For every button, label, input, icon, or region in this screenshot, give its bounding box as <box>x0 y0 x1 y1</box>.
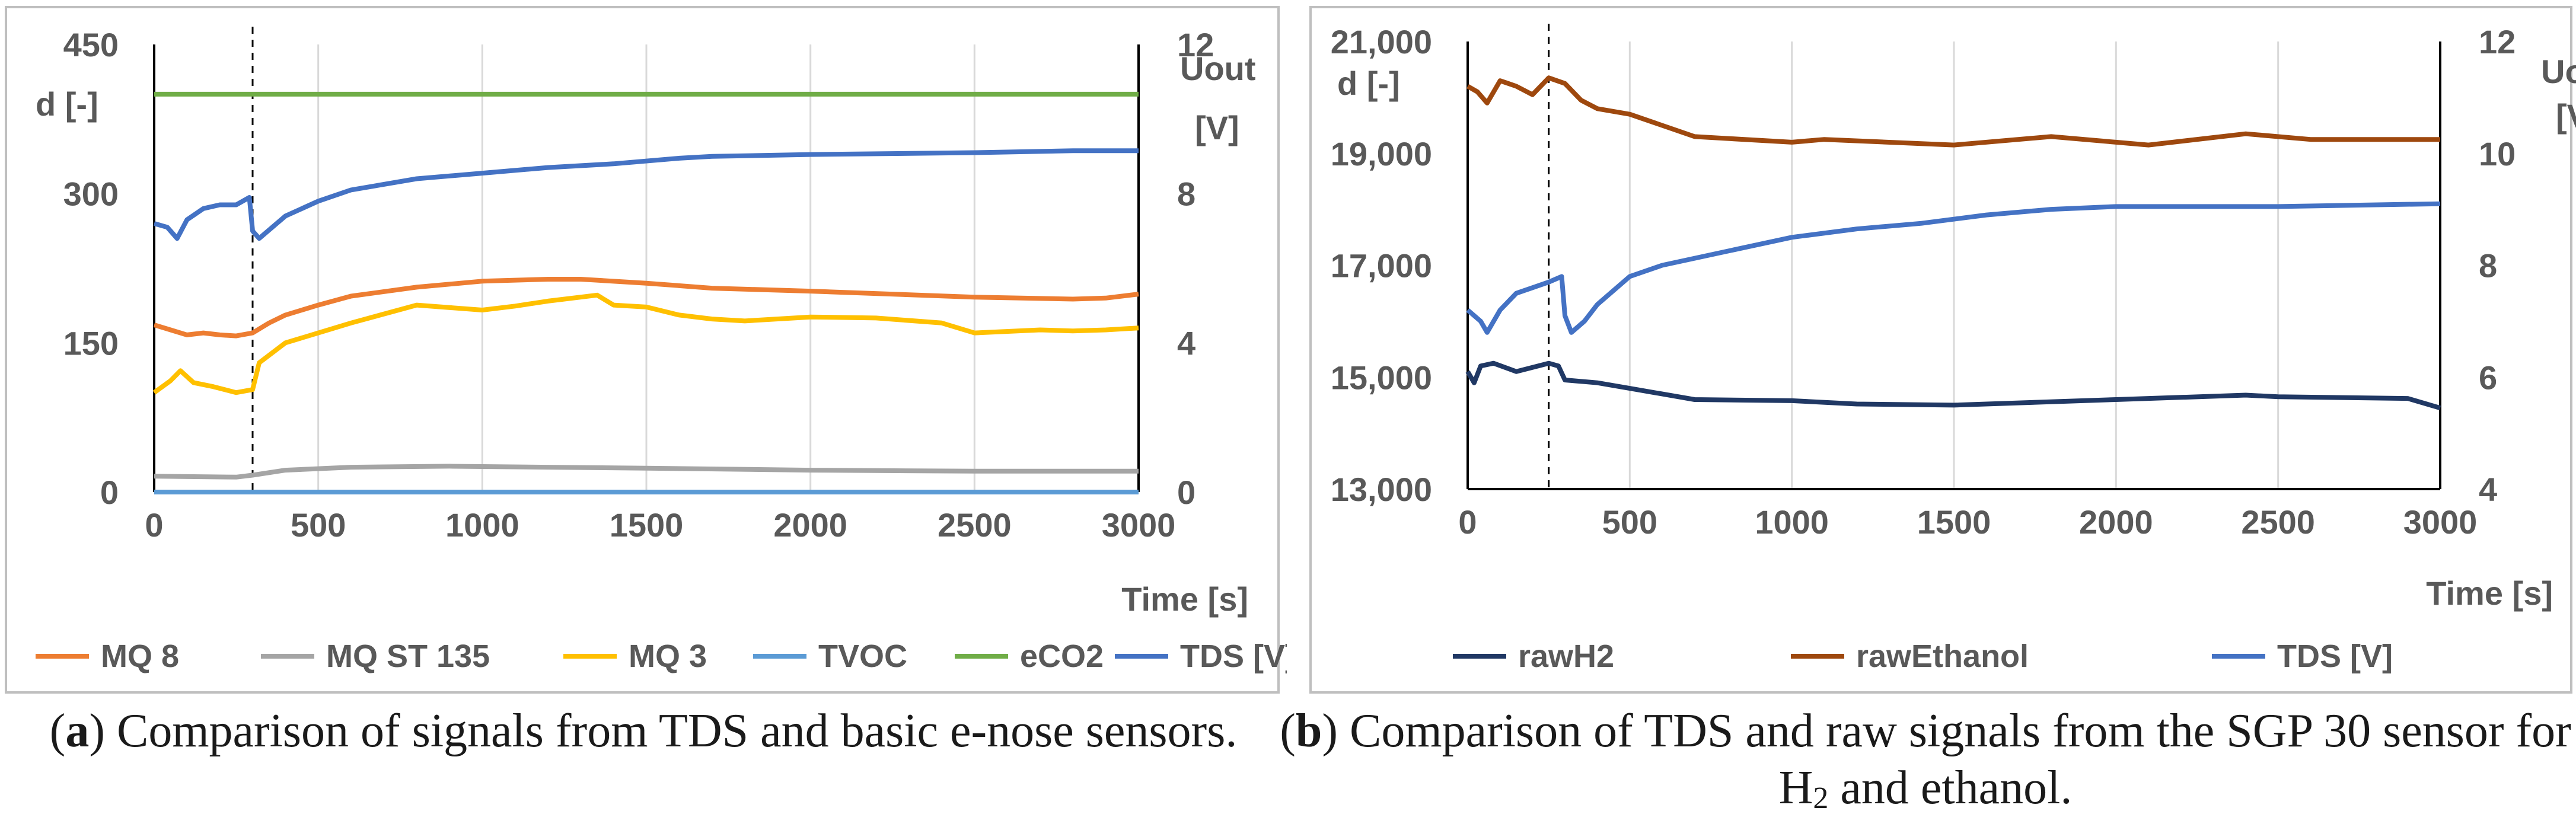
caption-a: (a) Comparison of signals from TDS and b… <box>49 705 1238 757</box>
y-tick-label: 15,000 <box>1331 359 1432 396</box>
caption-a-text: Comparison of signals from TDS and basic… <box>116 705 1238 757</box>
legend-label: TVOC <box>818 638 907 674</box>
series-line <box>1466 75 2440 148</box>
series-line <box>1466 201 2441 335</box>
caption-b-sub: 2 <box>1813 781 1829 815</box>
chart-b: 0 500 1000 1500 2000 2500 3000 13,000 15,000 17,0… <box>1331 23 2576 674</box>
panel-b-frame <box>1309 6 2572 694</box>
x-tick-label: 0 <box>145 506 163 544</box>
x-tick-label: 1500 <box>1917 503 1991 541</box>
caption-b-text: Comparison of TDS and raw signals from t… <box>1349 705 2571 814</box>
y2-tick-label: 0 <box>1177 474 1195 511</box>
x-axis-title: Time [s] <box>2426 574 2553 612</box>
y2-axis-title: Uout <box>1180 50 1256 87</box>
y-tick-label: 13,000 <box>1331 471 1432 508</box>
x-tick-label: 1000 <box>445 506 519 544</box>
y-tick-label: 150 <box>63 324 119 362</box>
caption-b-label: b <box>1295 705 1322 757</box>
y2-tick-label: 8 <box>2479 247 2497 285</box>
series-line <box>152 292 1139 395</box>
legend-label: TDS [V] <box>2277 638 2393 674</box>
x-tick-label: 2500 <box>938 506 1012 544</box>
series-line <box>154 464 1139 480</box>
x-tick-label: 0 <box>1458 503 1477 541</box>
y-axis-title: d [-] <box>1337 65 1400 102</box>
x-tick-label: 1500 <box>610 506 684 544</box>
y2-tick-label: 8 <box>1177 175 1195 213</box>
y2-axis-unit: [V] <box>2556 97 2576 135</box>
y-tick-label: 450 <box>63 26 119 63</box>
x-tick-label: 2000 <box>773 506 847 544</box>
series-line <box>153 277 1139 339</box>
x-tick-label: 3000 <box>1102 506 1176 544</box>
y2-tick-label: 4 <box>1177 324 1195 362</box>
legend-label: MQ 8 <box>101 638 179 674</box>
legend-label: MQ ST 135 <box>326 638 490 674</box>
legend-label: rawH2 <box>1518 638 1614 674</box>
x-tick-label: 1000 <box>1755 503 1829 541</box>
x-tick-label: 3000 <box>2403 503 2478 541</box>
caption-b-tail: and ethanol. <box>1828 762 2073 814</box>
legend-label: TDS [V] <box>1180 638 1287 674</box>
x-tick-label: 500 <box>1602 503 1657 541</box>
series-line <box>1465 360 2441 411</box>
y-tick-label: 17,000 <box>1331 247 1432 285</box>
x-axis-title: Time [s] <box>1121 580 1248 618</box>
caption-a-label: a <box>65 705 90 757</box>
caption-b: (b) Comparison of TDS and raw signals fr… <box>1280 705 2571 815</box>
y-tick-label: 0 <box>100 474 119 511</box>
y-tick-label: 300 <box>63 175 119 213</box>
y2-axis-unit: [V] <box>1195 109 1239 146</box>
x-tick-label: 500 <box>291 506 346 544</box>
y-tick-label: 21,000 <box>1331 23 1432 60</box>
y2-tick-label: 6 <box>2479 359 2497 396</box>
legend-label: rawEthanol <box>1856 638 2029 674</box>
x-tick-label: 2500 <box>2241 503 2315 541</box>
x-tick-label: 2000 <box>2079 503 2153 541</box>
y2-tick-label: 12 <box>1177 26 1214 63</box>
y-tick-label: 19,000 <box>1331 135 1432 173</box>
y-axis-title: d [-] <box>36 85 98 123</box>
y2-tick-label: 12 <box>2479 23 2516 60</box>
y2-tick-label: 4 <box>2479 471 2497 508</box>
series-line <box>153 148 1139 241</box>
y2-tick-label: 10 <box>2479 135 2516 173</box>
legend-label: eCO2 <box>1020 638 1104 674</box>
y2-axis-title: Uout <box>2541 53 2576 90</box>
legend-label: MQ 3 <box>629 638 707 674</box>
chart-a: 0 500 1000 1500 2000 2500 3000015030045004812d… <box>36 26 1287 674</box>
panel-a-frame <box>5 6 1280 694</box>
